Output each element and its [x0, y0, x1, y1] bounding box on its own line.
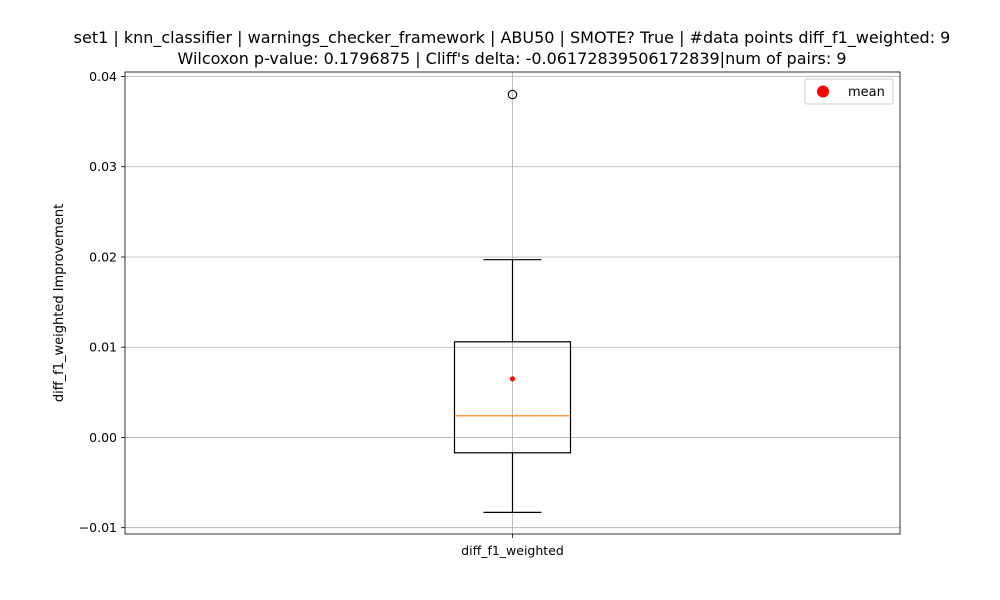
chart-title-line2: Wilcoxon p-value: 0.1796875 | Cliff's de… [177, 49, 846, 68]
legend-mean-label: mean [848, 85, 885, 100]
legend-mean-marker [817, 85, 829, 98]
outlier-point [507, 89, 518, 100]
y-tick-label: 0.00 [89, 430, 117, 445]
iqr-box [453, 341, 572, 454]
y-axis-label: diff_f1_weighted Improvement [52, 204, 67, 402]
y-tick-label: 0.04 [89, 69, 117, 84]
chart-title-line1: set1 | knn_classifier | warnings_checker… [74, 28, 951, 48]
legend-frame [804, 78, 894, 105]
legend: mean [804, 78, 894, 105]
x-tick-label: diff_f1_weighted [461, 543, 564, 558]
grid-lines [125, 72, 900, 534]
axes: −0.01 0.00 0.01 0.02 0.03 0.04 diff_f1_weighte… [79, 69, 901, 558]
mean-marker [509, 376, 516, 382]
y-tick-label: −0.01 [79, 520, 117, 535]
y-tick-label: 0.01 [89, 340, 117, 355]
y-tick-label: 0.02 [89, 249, 117, 264]
box-series [453, 89, 572, 513]
y-tick-label: 0.03 [89, 159, 117, 174]
